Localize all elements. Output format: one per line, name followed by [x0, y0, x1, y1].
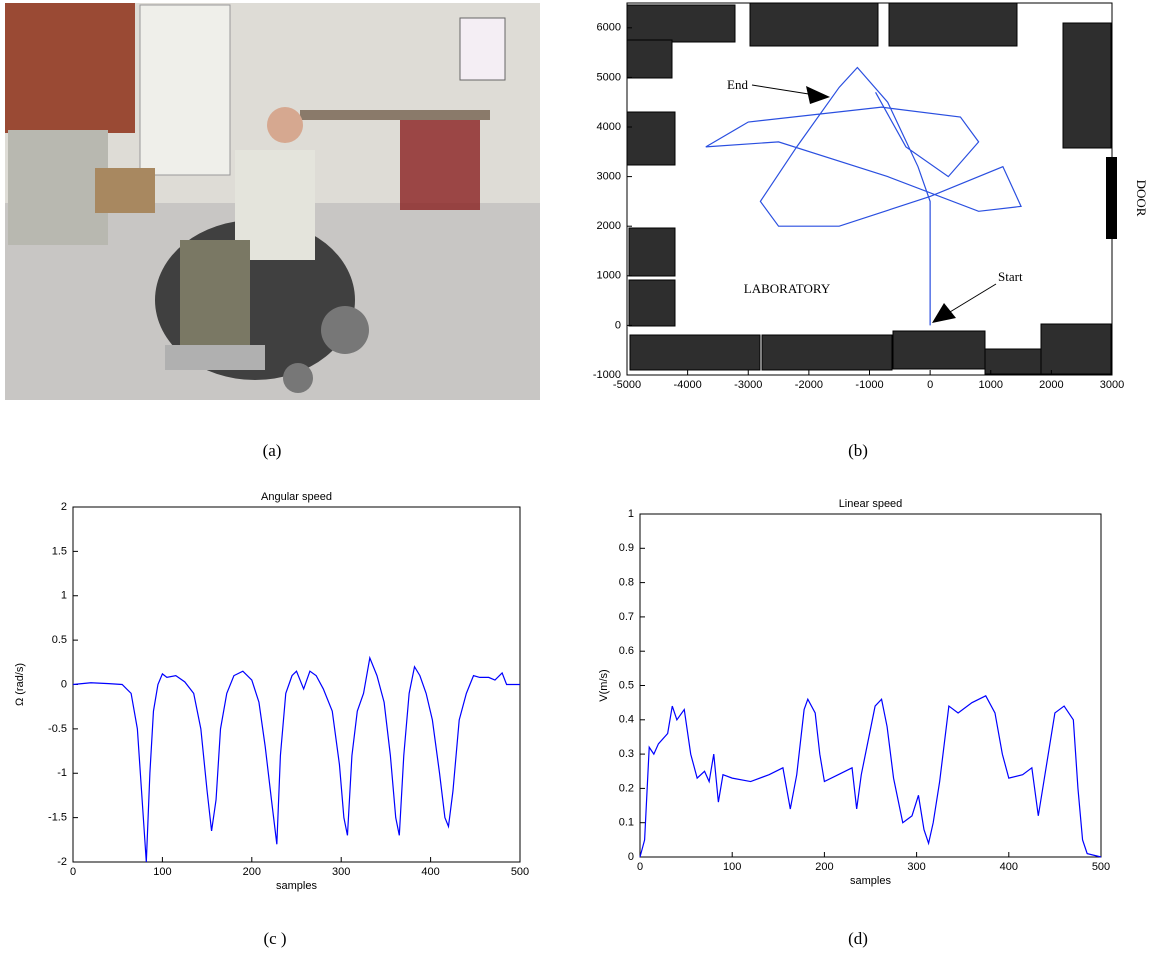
annotation: Start [998, 269, 1023, 284]
annotation: End [727, 77, 748, 92]
obstacles [626, 2, 1117, 375]
data-line [639, 694, 1102, 858]
y-tick-label: 0 [615, 319, 621, 331]
y-tick-label: 0 [628, 851, 634, 863]
y-tick-label: 0.5 [619, 679, 634, 691]
x-tick-label: 200 [243, 866, 261, 878]
y-tick-label: 1.5 [52, 545, 67, 557]
y-tick-label: 0.5 [52, 634, 67, 646]
x-tick-label: 100 [153, 866, 171, 878]
y-tick-label: 0.9 [619, 542, 634, 554]
data-line [72, 655, 520, 863]
y-tick-label: 0.8 [619, 577, 634, 589]
x-tick-label: -5000 [613, 379, 641, 391]
x-tick-label: 300 [332, 866, 350, 878]
x-tick-label: 0 [70, 866, 76, 878]
plot-frame [72, 506, 521, 863]
data-line [705, 66, 1022, 326]
y-tick-label: 0.3 [619, 748, 634, 760]
x-tick-label: 3000 [1100, 379, 1124, 391]
x-tick-label: 200 [815, 861, 833, 873]
x-tick-label: 400 [1000, 861, 1018, 873]
chart-title: Angular speed [261, 491, 332, 503]
y-axis-label: V(m/s) [598, 669, 610, 701]
y-tick-label: 1 [61, 590, 67, 602]
y-tick-label: 0.2 [619, 782, 634, 794]
y-tick-label: -1.5 [48, 812, 67, 824]
y-tick-label: 0 [61, 678, 67, 690]
y-tick-label: -1000 [593, 369, 621, 381]
pointer-arrows [751, 84, 997, 323]
x-tick-label: 2000 [1039, 379, 1063, 391]
plot-frame [639, 513, 1102, 858]
x-tick-label: 0 [637, 861, 643, 873]
y-tick-label: 0.6 [619, 645, 634, 657]
y-tick-label: 2000 [597, 220, 621, 232]
x-tick-label: 500 [1092, 861, 1110, 873]
x-tick-label: 100 [723, 861, 741, 873]
x-tick-label: 400 [421, 866, 439, 878]
x-tick-label: 500 [511, 866, 529, 878]
chart-title: Linear speed [839, 498, 903, 510]
x-tick-label: 1000 [979, 379, 1003, 391]
x-axis-label: samples [850, 875, 891, 887]
annotation: LABORATORY [744, 281, 831, 296]
caption: (b) [848, 441, 868, 460]
y-tick-label: 6000 [597, 22, 621, 34]
caption: (a) [263, 441, 282, 460]
y-tick-label: 0.4 [619, 714, 634, 726]
caption: (c ) [263, 929, 286, 948]
y-tick-label: 1000 [597, 270, 621, 282]
y-tick-label: 0.1 [619, 817, 634, 829]
y-tick-label: -0.5 [48, 723, 67, 735]
caption: (d) [848, 929, 868, 948]
y-axis-label: Ω (rad/s) [14, 663, 26, 706]
y-tick-label: 5000 [597, 71, 621, 83]
x-tick-label: -4000 [674, 379, 702, 391]
y-tick-label: 2 [61, 501, 67, 513]
y-tick-label: 3000 [597, 171, 621, 183]
x-axis-label: samples [276, 880, 317, 892]
x-tick-label: -2000 [795, 379, 823, 391]
y-tick-label: -2 [57, 856, 67, 868]
y-tick-label: 0.7 [619, 611, 634, 623]
plot-frame [626, 2, 1113, 376]
annotation: DOOR [1134, 180, 1149, 217]
x-tick-label: 0 [927, 379, 933, 391]
x-tick-label: -3000 [734, 379, 762, 391]
y-tick-label: 1 [628, 508, 634, 520]
photo [5, 3, 540, 400]
x-tick-label: 300 [907, 861, 925, 873]
x-tick-label: -1000 [855, 379, 883, 391]
y-tick-label: -1 [57, 767, 67, 779]
y-tick-label: 4000 [597, 121, 621, 133]
